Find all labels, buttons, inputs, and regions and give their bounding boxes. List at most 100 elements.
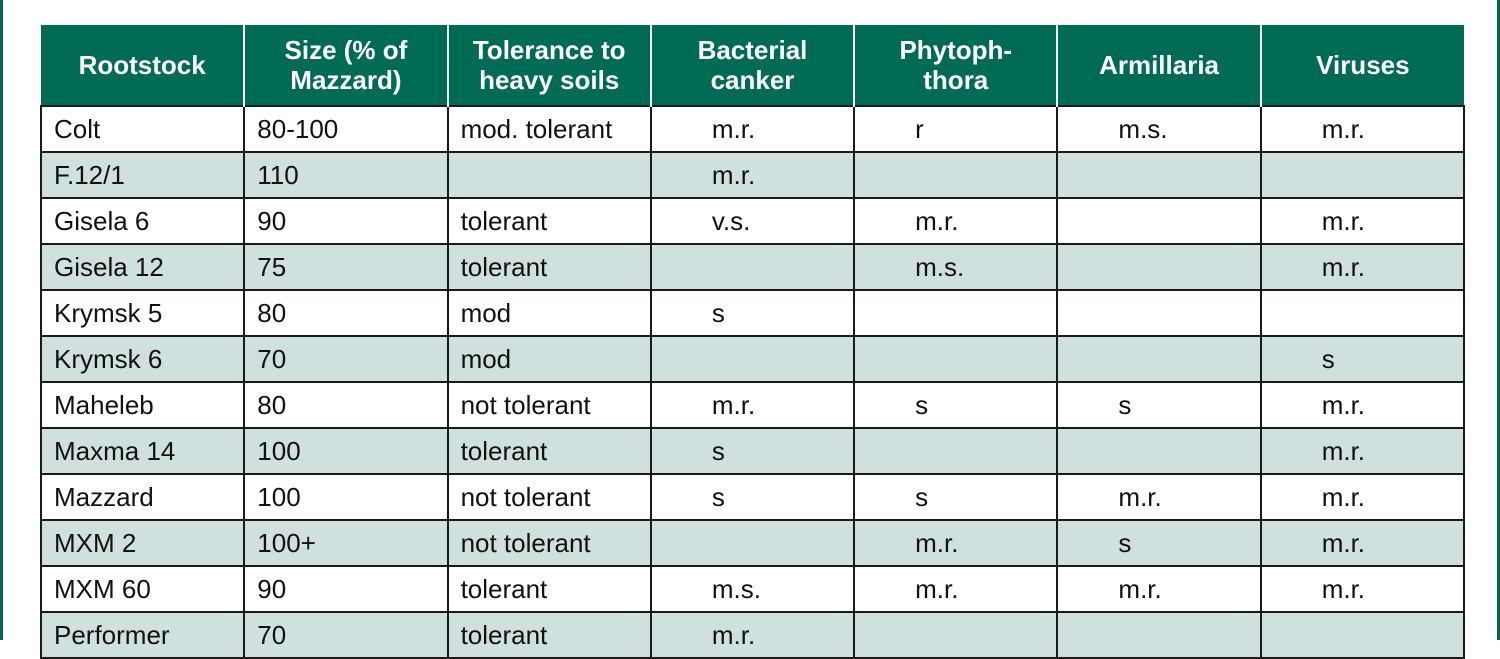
table-cell: m.r. <box>1056 565 1262 613</box>
table-cell: s <box>853 381 1059 429</box>
empty-cell <box>1056 335 1262 383</box>
empty-cell <box>649 519 856 567</box>
table-cell: MXM 2 <box>39 519 246 567</box>
empty-cell <box>853 335 1059 383</box>
table-cell: m.r. <box>853 565 1059 613</box>
table-row: Performer 70 tolerant m.r. <box>39 611 1466 659</box>
table-cell: tolerant <box>446 565 652 613</box>
column-header: Rootstock <box>41 25 245 106</box>
table-cell: Maheleb <box>39 381 246 429</box>
table-cell: mod <box>446 289 652 337</box>
empty-cell <box>1259 151 1466 199</box>
table-row: Mazzard 100 not tolerant s s m.r. m.r. <box>39 473 1466 521</box>
empty-cell <box>853 151 1059 199</box>
table-cell: s <box>649 427 856 475</box>
empty-cell <box>649 335 856 383</box>
empty-cell <box>649 243 856 291</box>
table-cell: m.r. <box>1259 473 1466 521</box>
column-header: Armillaria <box>1056 25 1261 106</box>
header-row: Rootstock Size (% of Mazzard) Tolerance to… <box>41 25 1464 106</box>
table-cell: s <box>1056 381 1262 429</box>
table-cell: s <box>649 473 856 521</box>
table-cell: m.r. <box>1056 473 1262 521</box>
empty-cell <box>1056 243 1262 291</box>
table-row: MXM 60 90 tolerant m.s. m.r. m.r. m.r. <box>39 565 1466 613</box>
table-body: Colt 80-100 mod. tolerant m.r. r m.s. m.r. F.12… <box>39 105 1466 659</box>
table-cell: tolerant <box>446 611 652 659</box>
table-cell: 75 <box>243 243 449 291</box>
table-cell: mod. tolerant <box>446 105 652 153</box>
table-row: Gisela 6 90 tolerant v.s. m.r. m.r. <box>39 197 1466 245</box>
table-cell: m.r. <box>649 381 856 429</box>
table-cell: Gisela 12 <box>39 243 246 291</box>
table-cell: 100+ <box>243 519 449 567</box>
table-cell: s <box>1056 519 1262 567</box>
table-row: Maxma 14 100 tolerant s m.r. <box>39 427 1466 475</box>
column-header: Size (% of Mazzard) <box>243 25 448 106</box>
table-cell: r <box>853 105 1059 153</box>
table-cell: Maxma 14 <box>39 427 246 475</box>
table-cell: m.r. <box>649 105 856 153</box>
table-cell: not tolerant <box>446 519 652 567</box>
empty-cell <box>1056 427 1262 475</box>
table-cell: m.r. <box>1259 197 1466 245</box>
table-cell: 70 <box>243 335 449 383</box>
table-cell: 70 <box>243 611 449 659</box>
table-cell: m.r. <box>1259 427 1466 475</box>
empty-cell <box>1259 289 1466 337</box>
rootstock-table: Rootstock Size (% of Mazzard) Tolerance to… <box>39 25 1466 659</box>
table-row: F.12/1 110 m.r. <box>39 151 1466 199</box>
table-cell: s <box>853 473 1059 521</box>
empty-cell <box>853 611 1059 659</box>
table-cell: m.r. <box>853 197 1059 245</box>
table-cell: m.r. <box>1259 565 1466 613</box>
table-cell: 80 <box>243 289 449 337</box>
empty-cell <box>1056 289 1262 337</box>
table-cell: Gisela 6 <box>39 197 246 245</box>
table-cell: tolerant <box>446 427 652 475</box>
table-cell: Krymsk 5 <box>39 289 246 337</box>
table-header: Rootstock Size (% of Mazzard) Tolerance to… <box>41 25 1464 106</box>
table-cell: m.r. <box>649 611 856 659</box>
empty-cell <box>1056 151 1262 199</box>
table-cell: 90 <box>243 565 449 613</box>
column-header: Bacterial canker <box>649 25 855 106</box>
table-cell: Krymsk 6 <box>39 335 246 383</box>
table-cell: 80 <box>243 381 449 429</box>
table-cell: MXM 60 <box>39 565 246 613</box>
empty-cell <box>853 427 1059 475</box>
column-header: Viruses <box>1259 25 1464 106</box>
table-cell: 80-100 <box>243 105 449 153</box>
table-row: Colt 80-100 mod. tolerant m.r. r m.s. m.r. <box>39 105 1466 153</box>
table-cell: F.12/1 <box>39 151 246 199</box>
empty-cell <box>1259 611 1466 659</box>
table-cell: not tolerant <box>446 381 652 429</box>
table-cell: tolerant <box>446 243 652 291</box>
empty-cell <box>1056 197 1262 245</box>
empty-cell <box>1056 611 1262 659</box>
table-cell: Mazzard <box>39 473 246 521</box>
table-row: Gisela 12 75 tolerant m.s. m.r. <box>39 243 1466 291</box>
table-cell: tolerant <box>446 197 652 245</box>
table-cell: s <box>1259 335 1466 383</box>
table-row: MXM 2 100+ not tolerant m.r. s m.r. <box>39 519 1466 567</box>
empty-cell <box>853 289 1059 337</box>
table-cell: Performer <box>39 611 246 659</box>
column-header: Phytoph- thora <box>853 25 1058 106</box>
column-header: Tolerance to heavy soils <box>446 25 651 106</box>
table-cell: m.s. <box>1056 105 1262 153</box>
table-cell: mod <box>446 335 652 383</box>
table-row: Krymsk 6 70 mod s <box>39 335 1466 383</box>
table-cell: m.r. <box>1259 519 1466 567</box>
table-cell: m.r. <box>1259 105 1466 153</box>
table-cell: not tolerant <box>446 473 652 521</box>
empty-cell <box>446 151 652 199</box>
table-cell: 110 <box>243 151 449 199</box>
table-cell: m.r. <box>1259 381 1466 429</box>
table-cell: Colt <box>39 105 246 153</box>
table-cell: m.s. <box>853 243 1059 291</box>
table-cell: m.r. <box>1259 243 1466 291</box>
table-row: Krymsk 5 80 mod s <box>39 289 1466 337</box>
table-cell: 90 <box>243 197 449 245</box>
